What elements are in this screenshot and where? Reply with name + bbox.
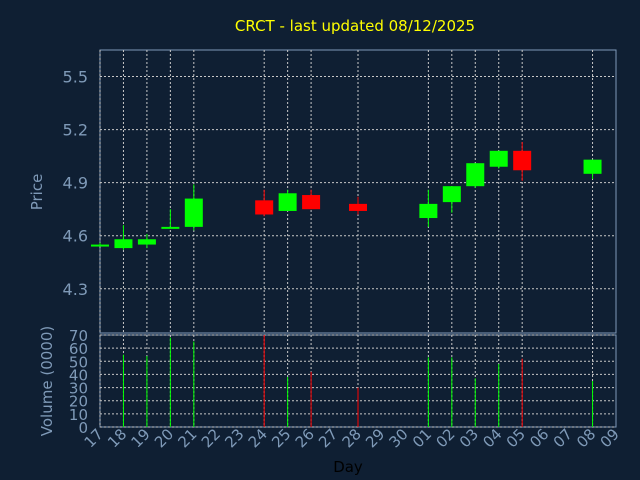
candle-body [349, 203, 367, 211]
candle-body [184, 198, 203, 227]
x-tick-label: 02 [432, 425, 458, 451]
x-tick-label: 01 [409, 425, 435, 451]
x-tick-label: 19 [128, 425, 154, 451]
x-tick-label: 04 [479, 425, 505, 451]
volume-tick-label: 20 [69, 393, 88, 411]
x-tick-label: 21 [174, 425, 200, 451]
candle-body [114, 239, 133, 249]
price-tick-label: 4.3 [63, 280, 88, 299]
price-tick-label: 5.5 [63, 68, 88, 87]
candle-body [442, 186, 461, 203]
x-tick-label: 24 [245, 425, 271, 451]
candle-body [513, 150, 532, 171]
volume-tick-label: 50 [69, 353, 88, 371]
x-tick-label: 29 [362, 425, 388, 451]
candle-body [91, 244, 109, 247]
price-tick-label: 4.6 [63, 227, 88, 246]
x-tick-label: 09 [597, 425, 623, 451]
volume-tick-label: 40 [69, 366, 88, 384]
x-tick-label: 05 [503, 425, 529, 451]
x-tick-label: 25 [268, 425, 294, 451]
price-axis-label: Price [28, 174, 46, 211]
x-tick-label: 27 [315, 425, 341, 451]
x-tick-label: 20 [151, 425, 177, 451]
x-tick-label: 28 [339, 425, 365, 451]
candle-body [137, 239, 156, 245]
x-tick-label: 26 [292, 425, 318, 451]
volume-tick-label: 10 [69, 406, 88, 424]
volume-tick-label: 60 [69, 340, 88, 358]
x-tick-label: 03 [456, 425, 482, 451]
x-tick-label: 23 [221, 425, 247, 451]
x-tick-label: 30 [386, 425, 412, 451]
price-tick-label: 5.2 [63, 121, 88, 140]
x-axis-label: Day [333, 458, 363, 476]
x-tick-label: 08 [573, 425, 599, 451]
volume-tick-label: 0 [78, 419, 88, 437]
x-tick-label: 18 [104, 425, 130, 451]
candle-body [161, 226, 180, 229]
candle-body [466, 163, 485, 187]
chart-title: CRCT - last updated 08/12/2025 [235, 17, 475, 35]
price-panel: 4.3 4.6 4.9 5.2 5.5 [63, 49, 617, 334]
x-tick-label: 22 [198, 425, 224, 451]
price-tick-label: 4.9 [63, 174, 88, 193]
volume-axis-label: Volume (0000) [38, 326, 56, 436]
candle-body [278, 193, 297, 211]
x-axis: 1718192021222324252627282930010203040506… [81, 425, 623, 451]
x-tick-label: 06 [526, 425, 552, 451]
candle-body [255, 200, 274, 215]
candle-body [489, 150, 508, 167]
x-tick-label: 07 [550, 425, 576, 451]
volume-tick-label: 30 [69, 380, 88, 398]
candle-body [302, 195, 321, 210]
candle-body [583, 159, 602, 174]
candle-body [419, 203, 438, 219]
volume-tick-label: 70 [69, 327, 88, 345]
